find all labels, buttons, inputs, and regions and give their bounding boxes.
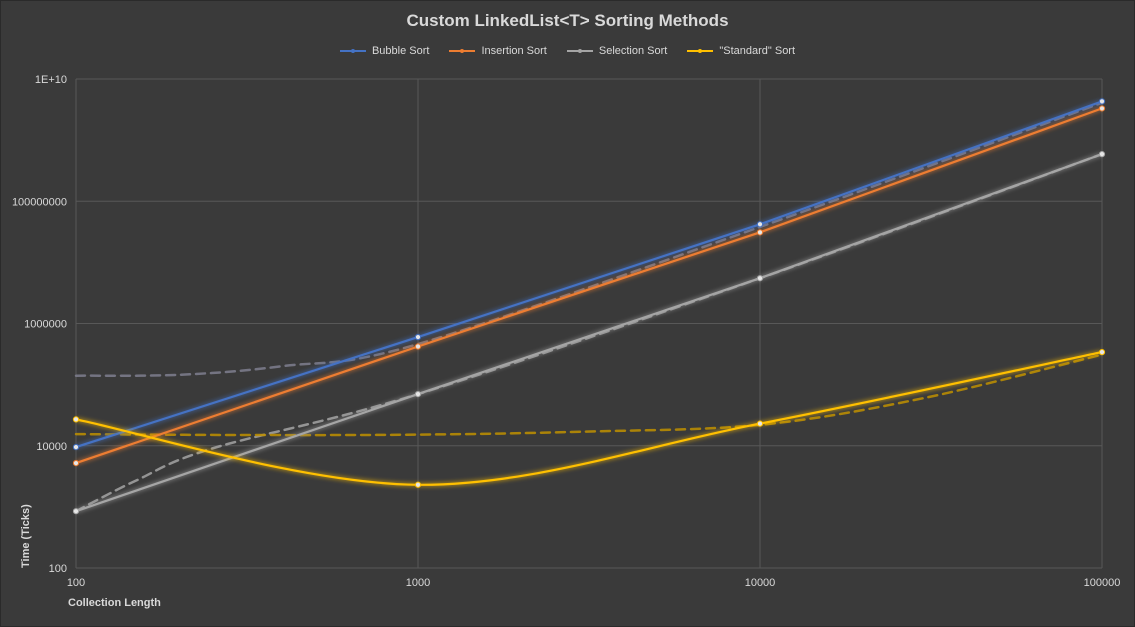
tick-labels: 100 10000 1000000 100000000 1E+10 100 1000 1000… [12,74,1120,589]
x-tick-label: 1000 [406,577,430,589]
y-tick-label: 100000000 [12,196,67,208]
y-tick-label: 1E+10 [35,74,67,86]
y-tick-label: 10000 [36,441,67,453]
series-line [75,107,1103,465]
x-tick-label: 10000 [745,577,776,589]
legend-item-standard-sort: "Standard" Sort [687,45,795,57]
trendline [74,353,1104,437]
series-line [75,100,1103,449]
legend-item-insertion-sort: Insertion Sort [449,45,547,57]
data-point [414,390,422,398]
y-tick-label: 100 [49,563,67,575]
data-point [414,343,422,350]
data-point [756,221,764,228]
data-point [72,460,80,467]
data-point [756,229,764,236]
data-point [72,508,80,515]
legend-swatch-standard-sort [687,49,714,53]
legend-label-bubble-sort: Bubble Sort [371,45,430,57]
y-axis-title: Time (Ticks) [20,504,32,568]
legend: Bubble Sort Insertion Sort Selection Sor… [0,45,1135,57]
data-point [1098,151,1106,158]
chart-title: Custom LinkedList<T> Sorting Methods [406,11,729,30]
data-point [1098,98,1106,105]
data-point [72,416,80,423]
x-tick-label: 100000 [1084,577,1121,589]
x-axis-title: Collection Length [68,597,161,609]
series-line [75,351,1103,486]
legend-label-standard-sort: "Standard" Sort [719,45,796,57]
legend-label-insertion-sort: Insertion Sort [481,45,547,57]
data-point [414,333,422,341]
legend-swatch-insertion-sort [449,49,476,53]
data-point [756,275,764,282]
data-point [414,481,422,488]
x-tick-label: 100 [67,577,85,589]
y-tick-label: 1000000 [24,319,67,331]
data-point [1098,349,1106,356]
legend-swatch-bubble-sort [339,49,366,53]
gridlines [75,78,1103,569]
legend-swatch-selection-sort [566,49,593,53]
data-point [756,420,764,427]
legend-label-selection-sort: Selection Sort [598,45,668,57]
legend-item-bubble-sort: Bubble Sort [339,45,430,57]
legend-item-selection-sort: Selection Sort [566,45,668,57]
series-line [75,153,1103,513]
series-lines [72,98,1106,515]
data-point [1098,105,1106,112]
data-point [72,444,80,451]
trendline [74,101,1104,377]
